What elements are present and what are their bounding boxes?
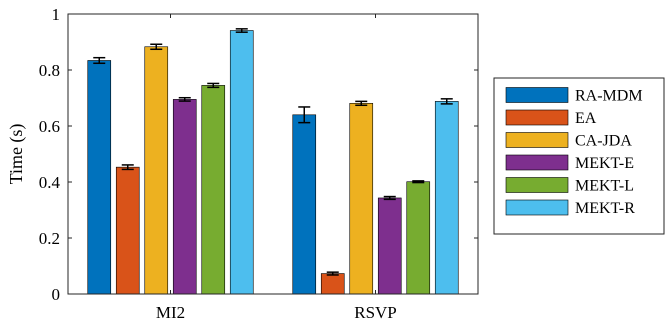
bars-layer (87, 30, 459, 295)
x-axis: MI2 RSVP (156, 14, 397, 322)
legend-label: CA-JDA (575, 133, 632, 150)
error-bar (178, 96, 191, 102)
x-tick-label: MI2 (156, 303, 185, 322)
y-tick-label: 0.2 (39, 229, 60, 248)
error-bar (440, 98, 453, 105)
bar-mekt-l-rsvp (406, 181, 431, 295)
legend-label: RA-MDM (575, 88, 643, 105)
legend-entry: EA (505, 109, 597, 127)
y-axis-title: Time (s) (6, 124, 27, 185)
y-tick-label: 0 (52, 285, 61, 304)
y-tick-label: 0.4 (39, 173, 61, 192)
legend-entry: MEKT-R (505, 199, 635, 217)
bar-mekt-e-mi2 (172, 99, 197, 295)
legend-swatch (505, 109, 569, 126)
y-tick-label: 0.8 (39, 61, 60, 80)
legend-label: MEKT-E (575, 155, 634, 172)
bar-ra-mdm-rsvp (292, 114, 317, 295)
legend-label: MEKT-R (575, 200, 635, 217)
legend-swatch (505, 199, 569, 216)
bar-ca-jda-mi2 (144, 46, 169, 295)
legend-entry: CA-JDA (505, 132, 632, 150)
error-bar (235, 28, 248, 33)
legend-swatch (505, 132, 569, 148)
y-axis: 0 0.2 0.4 0.6 0.8 1 (39, 5, 478, 304)
error-bar (326, 271, 339, 276)
bar-ea-rsvp (320, 273, 345, 295)
legend: RA-MDM EA CA-JDA MEKT-E MEKT-L MEKT-R (493, 77, 665, 235)
errorbars-layer (93, 28, 453, 276)
bar-mekt-e-rsvp (377, 197, 402, 295)
error-bar (355, 100, 368, 107)
error-bar (150, 43, 163, 51)
legend-entry: MEKT-E (505, 154, 634, 172)
legend-label: MEKT-L (575, 178, 634, 195)
bar-mekt-r-rsvp (434, 101, 459, 295)
bar-ea-mi2 (115, 166, 140, 295)
bar-mekt-l-mi2 (201, 85, 226, 295)
error-bar (93, 56, 106, 65)
error-bar (121, 164, 134, 171)
error-bar (383, 195, 396, 201)
legend-swatch (505, 154, 569, 171)
legend-swatch (505, 177, 569, 193)
bar-ca-jda-rsvp (349, 103, 374, 295)
y-tick-label: 1 (52, 5, 61, 24)
x-tick-label: RSVP (354, 303, 397, 322)
legend-entry: MEKT-L (505, 177, 634, 195)
error-bar (207, 82, 220, 89)
y-tick-label: 0.6 (39, 117, 60, 136)
error-bar (298, 106, 311, 124)
error-bar (412, 180, 425, 184)
plot-frame (67, 13, 479, 295)
legend-label: EA (575, 110, 597, 127)
legend-swatch (505, 87, 569, 103)
legend-entry: RA-MDM (505, 87, 643, 105)
bar-ra-mdm-mi2 (87, 60, 112, 295)
bar-mekt-r-mi2 (229, 30, 254, 295)
